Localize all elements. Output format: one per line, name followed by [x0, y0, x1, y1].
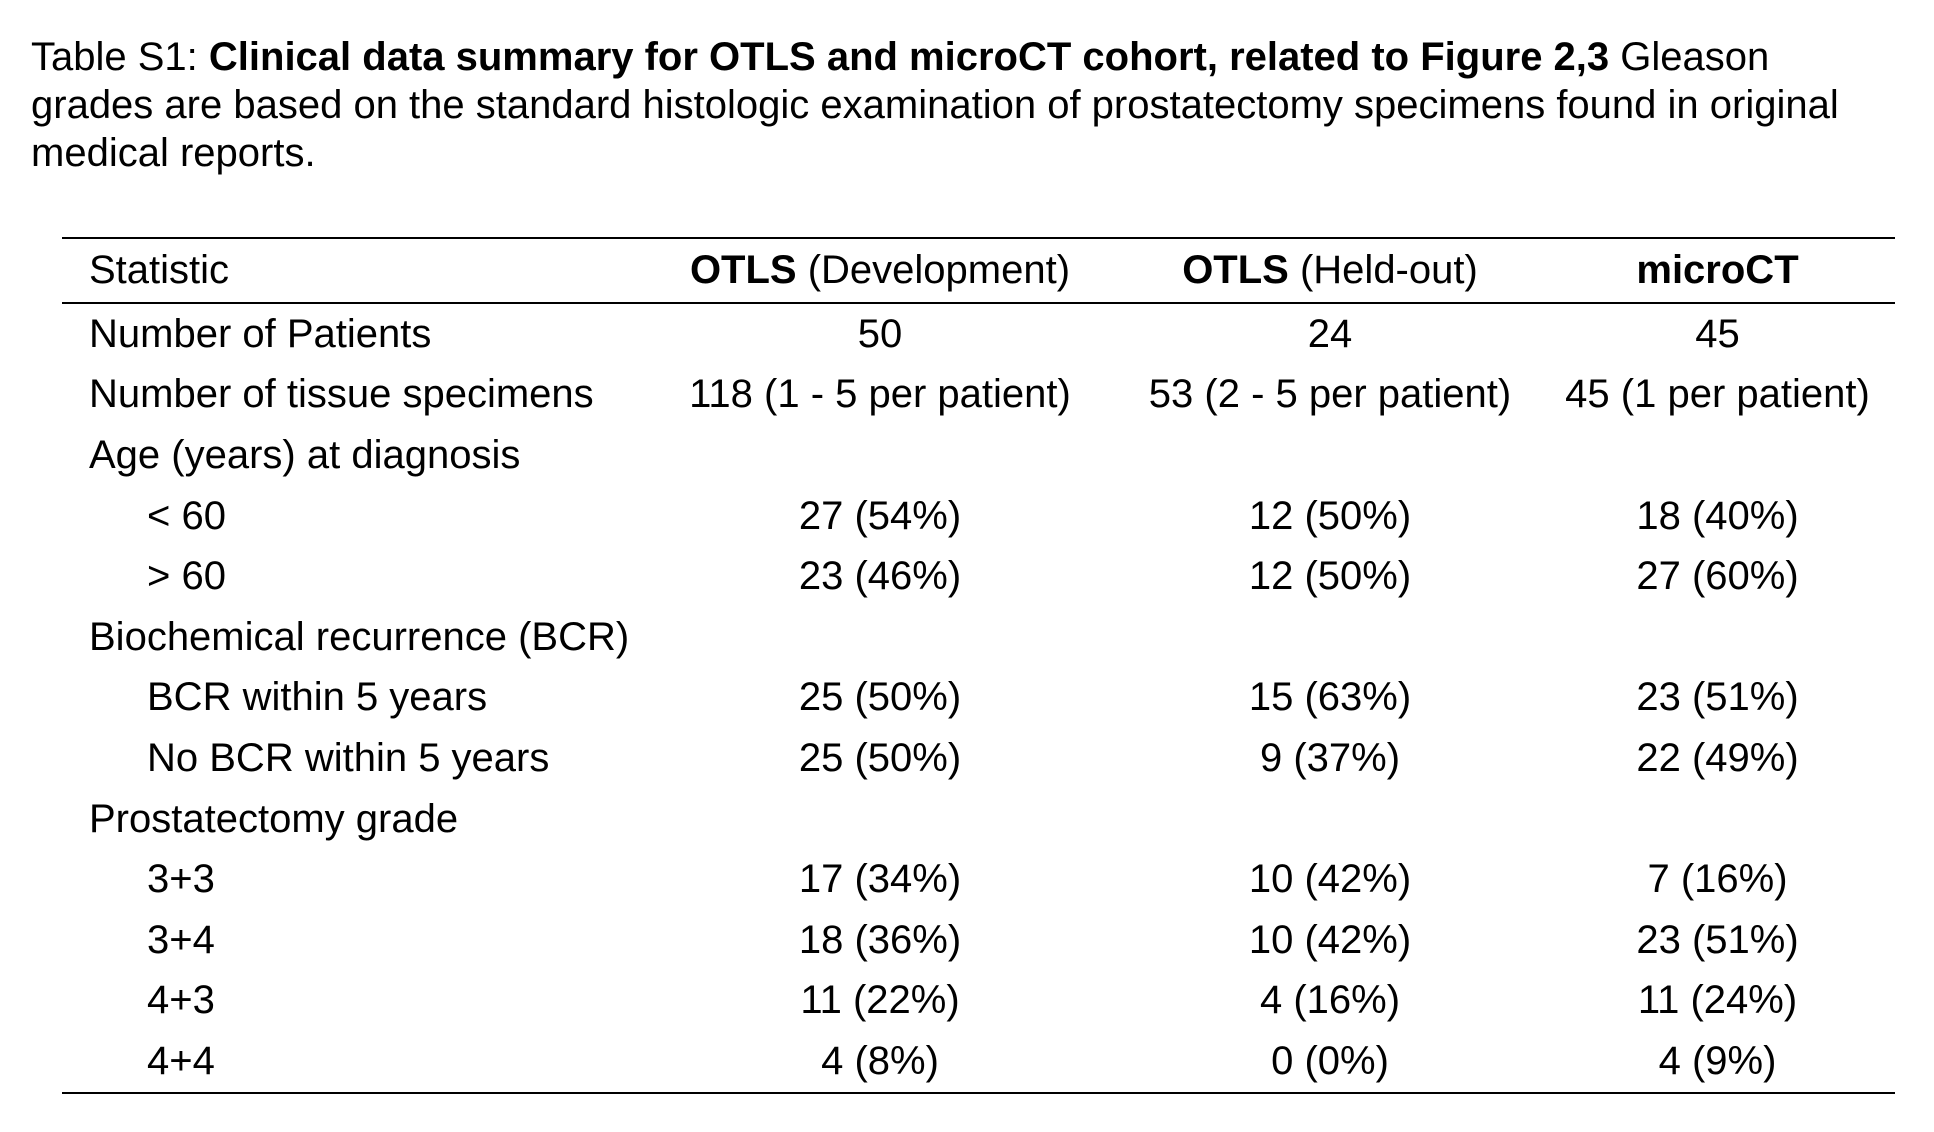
table-row: 4+3 11 (22%) 4 (16%) 11 (24%): [62, 971, 1895, 1032]
cell-otls-development: 23 (46%): [798, 554, 962, 599]
column-header-otls-development: OTLS (Development): [640, 248, 1120, 293]
caption-line: medical reports.: [31, 129, 1921, 177]
column-header-microct-bold: microCT: [1636, 248, 1799, 292]
cell-microct: 45: [1695, 311, 1740, 356]
cell-otls-heldout: 9 (37%): [1259, 735, 1401, 780]
cell-otls-heldout: 4 (16%): [1259, 978, 1401, 1023]
row-label: No BCR within 5 years: [147, 735, 550, 780]
cell-otls-heldout: 53 (2 - 5 per patient): [1148, 372, 1512, 417]
cell-microct: 11 (24%): [1637, 978, 1798, 1023]
table-caption: Table S1: Clinical data summary for OTLS…: [31, 33, 1921, 177]
column-header-microct: microCT: [1540, 248, 1895, 293]
cell-microct: 22 (49%): [1636, 735, 1799, 780]
column-header-otls-heldout-rest: (Held-out): [1288, 248, 1478, 292]
table-row: Prostatectomy grade: [62, 789, 1895, 850]
cell-otls-development: 25 (50%): [798, 675, 962, 720]
cell-microct: 23 (51%): [1636, 917, 1799, 962]
column-header-otls-development-rest: (Development): [796, 248, 1071, 292]
row-label: < 60: [147, 493, 226, 538]
cell-otls-heldout: 10 (42%): [1248, 857, 1412, 902]
column-header-otls-heldout: OTLS (Held-out): [1120, 248, 1540, 293]
caption-bold-text: Clinical data summary for OTLS and micro…: [208, 35, 1610, 79]
cell-otls-heldout: 0 (0%): [1271, 1038, 1389, 1083]
column-header-otls-development-bold: OTLS: [689, 248, 797, 292]
row-label: Number of Patients: [89, 311, 432, 356]
table-bottom-rule: [62, 1091, 1895, 1094]
cell-microct: 4 (9%): [1658, 1038, 1777, 1083]
cell-otls-heldout: 12 (50%): [1248, 493, 1412, 538]
cell-microct: 27 (60%): [1636, 554, 1799, 599]
cell-otls-development: 11 (22%): [800, 978, 960, 1023]
cell-otls-development: 118 (1 - 5 per patient): [689, 372, 1071, 417]
table-row: < 60 27 (54%) 12 (50%) 18 (40%): [62, 486, 1895, 547]
caption-text: grades are based on the standard histolo…: [31, 83, 1839, 127]
cell-otls-heldout: 10 (42%): [1248, 917, 1412, 962]
row-label: 4+4: [147, 1038, 215, 1083]
clinical-summary-table: Statistic OTLS (Development) OTLS (Held-…: [62, 237, 1895, 1094]
caption-line: grades are based on the standard histolo…: [31, 81, 1921, 129]
table-row: No BCR within 5 years 25 (50%) 9 (37%) 22 (…: [62, 728, 1895, 789]
cell-microct: 18 (40%): [1636, 493, 1799, 538]
table-row: Biochemical recurrence (BCR): [62, 607, 1895, 668]
cell-microct: 23 (51%): [1636, 675, 1799, 720]
table-row: BCR within 5 years 25 (50%) 15 (63%) 23 (51…: [62, 668, 1895, 729]
table-row: > 60 23 (46%) 12 (50%) 27 (60%): [62, 546, 1895, 607]
row-label: > 60: [147, 554, 226, 599]
row-label: Biochemical recurrence (BCR): [89, 614, 630, 659]
caption-text: Table S1:: [31, 35, 209, 79]
cell-otls-development: 17 (34%): [798, 857, 962, 902]
caption-text: Gleason: [1609, 35, 1770, 79]
column-header-statistic: Statistic: [89, 248, 230, 292]
cell-otls-development: 4 (8%): [821, 1038, 939, 1083]
table-header-rule: [62, 302, 1895, 304]
table-row: 3+3 17 (34%) 10 (42%) 7 (16%): [62, 849, 1895, 910]
cell-microct: 45 (1 per patient): [1565, 372, 1870, 417]
cell-otls-heldout: 12 (50%): [1248, 554, 1412, 599]
table-row: Age (years) at diagnosis: [62, 425, 1895, 486]
table-body: Number of Patients 50 24 45 Number of tissue…: [62, 304, 1895, 1092]
row-label: 4+3: [147, 978, 215, 1023]
row-label: Number of tissue specimens: [89, 372, 594, 417]
table-row: Number of Patients 50 24 45: [62, 304, 1895, 365]
row-label: BCR within 5 years: [147, 675, 488, 720]
table-top-rule: [62, 237, 1895, 239]
cell-otls-development: 25 (50%): [798, 735, 962, 780]
cell-otls-development: 27 (54%): [798, 493, 962, 538]
row-label: 3+4: [147, 917, 215, 962]
cell-otls-heldout: 24: [1307, 311, 1353, 356]
cell-microct: 7 (16%): [1647, 857, 1788, 902]
row-label: Prostatectomy grade: [89, 796, 459, 841]
cell-otls-development: 18 (36%): [798, 917, 962, 962]
table-header-row: Statistic OTLS (Development) OTLS (Held-…: [62, 239, 1895, 302]
column-header-otls-heldout-bold: OTLS: [1182, 248, 1289, 292]
cell-otls-heldout: 15 (63%): [1248, 675, 1412, 720]
table-row: Number of tissue specimens 118 (1 - 5 per…: [62, 365, 1895, 426]
caption-line: Table S1: Clinical data summary for OTLS…: [31, 33, 1921, 81]
table-row: 3+4 18 (36%) 10 (42%) 23 (51%): [62, 910, 1895, 971]
table-row: 4+4 4 (8%) 0 (0%) 4 (9%): [62, 1031, 1895, 1092]
caption-text: medical reports.: [31, 131, 316, 175]
cell-otls-development: 50: [857, 311, 903, 356]
row-label: Age (years) at diagnosis: [89, 432, 521, 477]
row-label: 3+3: [147, 857, 215, 902]
